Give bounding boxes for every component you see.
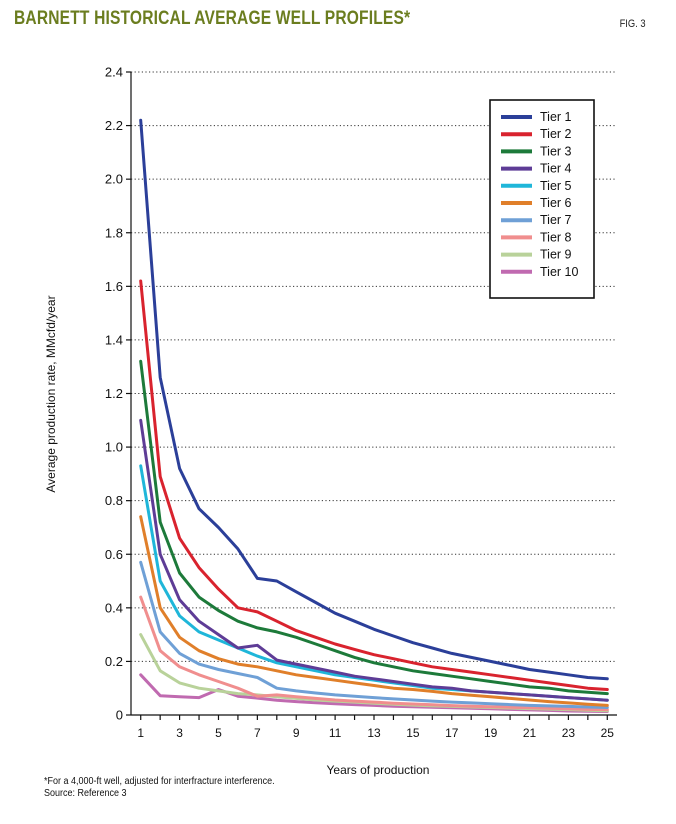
source-note: Source: Reference 3 (44, 788, 127, 799)
y-tick-label: 1.6 (105, 279, 123, 294)
y-tick-label: 2.2 (105, 118, 123, 133)
y-tick-label: 1.2 (105, 386, 123, 401)
series-lines (139, 118, 609, 713)
legend-label: Tier 6 (540, 196, 572, 210)
x-tick-label: 17 (445, 726, 459, 740)
chart-title: BARNETT HISTORICAL AVERAGE WELL PROFILES… (14, 8, 411, 29)
x-tick-label: 5 (215, 726, 222, 740)
x-tick-label: 21 (523, 726, 537, 740)
x-axis-label: Years of production (327, 763, 430, 777)
legend-label: Tier 4 (540, 162, 572, 176)
series-line-tier-8 (139, 595, 609, 712)
x-tick-label: 9 (293, 726, 300, 740)
series-line-tier-2 (139, 279, 609, 691)
y-tick-label: 0.4 (105, 600, 123, 615)
y-tick-label: 1.4 (105, 332, 123, 347)
y-tick-label: 0.8 (105, 493, 123, 508)
y-tick-label: 2.0 (105, 172, 123, 187)
legend: Tier 1 Tier 2 Tier 3 Tier 4 Tier 5 Tier 6 Tier… (489, 99, 595, 299)
x-tick-label: 11 (329, 726, 342, 740)
legend-label: Tier 1 (540, 110, 572, 124)
y-tick-label: 0.6 (105, 547, 123, 562)
legend-label: Tier 8 (540, 230, 572, 244)
legend-label: Tier 7 (540, 213, 572, 227)
tick-labels: 00.20.40.60.81.01.21.41.61.82.02.22.41 3 5… (105, 65, 614, 741)
x-tick-label: 7 (254, 726, 261, 740)
legend-label: Tier 10 (540, 265, 578, 279)
axes (126, 71, 617, 720)
legend-label: Tier 3 (540, 144, 572, 158)
series-line-tier-3 (139, 359, 609, 696)
x-tick-label: 23 (562, 726, 576, 740)
y-tick-label: 0.2 (105, 654, 123, 669)
legend-label: Tier 9 (540, 248, 572, 262)
y-tick-label: 0 (116, 708, 123, 723)
x-tick-label: 3 (176, 726, 183, 740)
footnote: *For a 4,000-ft well, adjusted for inter… (44, 776, 275, 787)
figure-label: FIG. 3 (620, 18, 646, 30)
y-tick-label: 1.8 (105, 225, 123, 240)
series-line-tier-7 (139, 560, 609, 709)
legend-label: Tier 5 (540, 179, 572, 193)
x-tick-label: 15 (406, 726, 420, 740)
series-line-tier-1 (139, 118, 609, 681)
x-tick-label: 1 (137, 726, 144, 740)
x-tick-label: 13 (367, 726, 381, 740)
series-line-tier-4 (139, 418, 609, 702)
x-tick-label: 19 (484, 726, 498, 740)
legend-label: Tier 2 (540, 127, 572, 141)
y-tick-label: 2.4 (105, 65, 123, 80)
x-tick-label: 25 (601, 726, 615, 740)
y-tick-label: 1.0 (105, 440, 123, 455)
series-line-tier-6 (139, 515, 609, 707)
y-axis-label: Average production rate, MMcfd/year (44, 295, 58, 492)
